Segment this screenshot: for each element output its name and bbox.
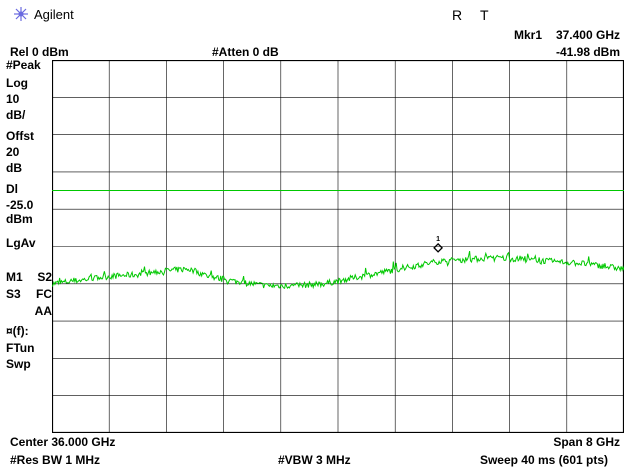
detector-label: #Peak <box>6 58 41 72</box>
spectrum-graticule: 1 <box>52 60 624 433</box>
offset-value-label: 20 <box>6 145 20 159</box>
ft-label: ¤(f): <box>6 324 29 338</box>
display-line-unit: dBm <box>6 212 33 226</box>
aa-label: AA <box>34 304 52 318</box>
scale-type-label: Log <box>6 76 28 90</box>
span: Span 8 GHz <box>553 435 620 449</box>
average-type-label: LgAv <box>6 236 36 250</box>
ftun-label: FTun <box>6 341 35 355</box>
swp-label: Swp <box>6 357 31 371</box>
agilent-logo-icon <box>14 7 28 21</box>
fc-label: FC <box>36 287 52 301</box>
s2-label: S2 <box>37 270 52 284</box>
offset-unit-label: dB <box>6 161 22 175</box>
scale-unit-label: dB/ <box>6 108 26 122</box>
s3-label: S3 <box>6 287 21 301</box>
marker-1: 1 <box>433 236 444 253</box>
attenuation: #Atten 0 dB <box>212 45 279 59</box>
center-frequency: Center 36.000 GHz <box>10 435 116 449</box>
marker-amplitude: -41.98 dBm <box>555 45 620 59</box>
sweep-time: Sweep 40 ms (601 pts) <box>479 453 608 467</box>
brand-name: Agilent <box>34 7 74 22</box>
scale-value-label: 10 <box>6 92 20 106</box>
grid-lines <box>52 60 624 433</box>
offset-label: Offst <box>6 129 34 143</box>
trace-line <box>52 251 624 290</box>
marker-label: Mkr1 <box>514 28 543 42</box>
vbw: #VBW 3 MHz <box>278 453 351 467</box>
marker-diamond-icon <box>433 242 444 253</box>
display-line-value: -25.0 <box>6 198 34 212</box>
res-bw: #Res BW 1 MHz <box>10 453 101 467</box>
m1-label: M1 <box>6 270 23 284</box>
ref-level: Rel 0 dBm <box>10 45 69 59</box>
marker-number: 1 <box>436 236 440 243</box>
display-line-label: Dl <box>6 182 18 196</box>
marker-frequency: 37.400 GHz <box>555 28 620 42</box>
status-r: R <box>452 7 463 23</box>
status-t: T <box>480 7 489 23</box>
